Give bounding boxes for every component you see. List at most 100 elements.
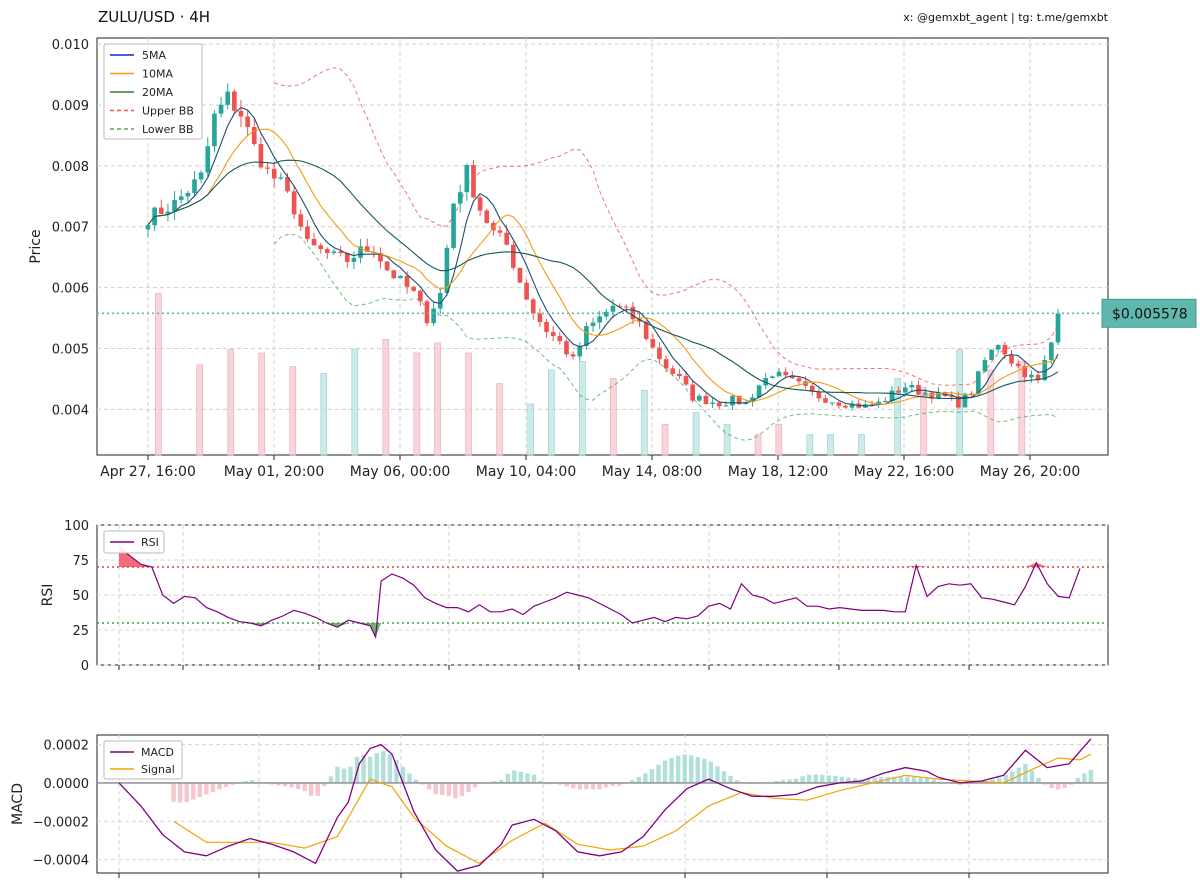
candle-body <box>318 245 324 250</box>
candle-body <box>610 305 616 312</box>
candle-body <box>238 110 244 117</box>
candle-body <box>670 368 676 374</box>
macd-histogram-bar <box>865 778 871 783</box>
macd-histogram-bar <box>466 782 471 792</box>
macd-histogram-bar <box>492 781 497 783</box>
candle-body <box>776 371 782 377</box>
candle-body <box>497 230 503 233</box>
macd-histogram-bar <box>440 782 445 795</box>
candle-body <box>809 385 815 392</box>
candle-body <box>683 376 689 385</box>
candle-body <box>298 214 304 227</box>
macd-histogram-bar <box>407 773 412 783</box>
candle-body <box>637 319 642 322</box>
macd-histogram-bar <box>1010 771 1015 783</box>
candle-body <box>158 207 164 214</box>
ma5-line <box>147 106 1059 407</box>
candle-body <box>232 91 237 111</box>
macd-histogram-bar <box>499 779 504 783</box>
candle-body <box>278 177 284 179</box>
macd-histogram-bar <box>924 777 930 783</box>
macd-legend-label: MACD <box>141 746 174 759</box>
price-legend-label: 5MA <box>142 49 166 62</box>
macd-histogram-bar <box>191 782 196 800</box>
candle-body <box>956 396 961 408</box>
rsi-y-axis-label: RSI <box>40 584 56 607</box>
macd-histogram-bar <box>230 782 235 785</box>
candle-body <box>437 292 443 309</box>
volume-bar <box>754 434 762 456</box>
price-x-tick-label: May 01, 20:00 <box>224 464 324 480</box>
macd-histogram-bar <box>381 751 386 783</box>
candle-body <box>384 261 390 271</box>
rsi-y-tick-label: 25 <box>72 624 89 639</box>
macd-y-tick-label: −0.0002 <box>33 815 89 830</box>
current-price-label: $0.005578 <box>1112 306 1188 322</box>
macd-histogram-bar <box>1023 763 1028 783</box>
ma20-line <box>147 159 1059 400</box>
candle-body <box>623 306 629 308</box>
candle-body <box>703 395 709 404</box>
macd-histogram-bar <box>538 780 543 783</box>
candle-body <box>989 349 994 360</box>
macd-histogram-bar <box>433 782 438 795</box>
price-x-tick-label: May 18, 12:00 <box>728 464 828 480</box>
price-y-tick-label: 0.004 <box>52 403 89 418</box>
candle-body <box>537 313 543 322</box>
candle-body <box>1035 374 1041 381</box>
candle-body <box>696 395 702 401</box>
candle-body <box>1022 366 1028 378</box>
macd-histogram-bar <box>630 780 635 783</box>
candle-body <box>590 322 596 327</box>
volume-bar <box>723 424 731 456</box>
chart-title: ZULU/USD · 4H <box>98 8 211 26</box>
macd-histogram-bar <box>813 774 818 783</box>
macd-histogram-bar <box>525 773 530 783</box>
candle-body <box>836 402 842 406</box>
candle-body <box>544 321 549 333</box>
candle-body <box>770 376 775 379</box>
macd-histogram-bar <box>931 779 936 783</box>
candle-body <box>1042 359 1048 381</box>
macd-histogram-bar <box>557 782 563 785</box>
candle-body <box>338 251 343 254</box>
rsi-oversold-fill <box>337 623 349 628</box>
macd-histogram-bar <box>171 782 176 802</box>
candle-body <box>285 177 290 192</box>
macd-histogram-bar <box>1075 777 1081 783</box>
macd-histogram-bar <box>872 777 877 783</box>
candle-body <box>1009 354 1014 364</box>
candle-body <box>936 391 941 399</box>
macd-histogram-bar <box>708 761 714 783</box>
candle-body <box>351 257 357 262</box>
macd-histogram-bar <box>459 782 465 797</box>
rsi-y-tick-label: 100 <box>64 519 89 534</box>
macd-histogram-bar <box>348 766 353 783</box>
macd-histogram-bar <box>335 766 340 783</box>
candle-body <box>882 401 888 403</box>
macd-histogram-bar <box>957 782 963 786</box>
macd-histogram-bar <box>472 782 478 788</box>
candle-body <box>344 253 350 262</box>
macd-histogram-bar <box>413 779 419 783</box>
candle-body <box>524 282 529 300</box>
candle-body <box>736 395 742 405</box>
candle-body <box>550 332 556 336</box>
candle-body <box>849 403 855 408</box>
macd-histogram-bar <box>512 770 517 783</box>
macd-histogram-bar <box>577 782 583 790</box>
macd-histogram-bar <box>852 778 858 783</box>
macd-histogram-bar <box>223 782 229 787</box>
price-panel-frame <box>96 37 1109 456</box>
volume-bar <box>196 364 204 456</box>
macd-histogram-bar <box>800 776 805 783</box>
macd-histogram-bar <box>826 775 832 783</box>
candle-body <box>869 404 875 406</box>
macd-histogram-bar <box>996 777 1002 783</box>
macd-histogram-bar <box>1029 770 1035 783</box>
candle-body <box>577 345 583 357</box>
macd-histogram-bar <box>217 782 222 790</box>
macd-histogram-bar <box>793 778 799 783</box>
price-x-tick-label: May 06, 00:00 <box>350 464 450 480</box>
candle-body <box>178 196 184 200</box>
